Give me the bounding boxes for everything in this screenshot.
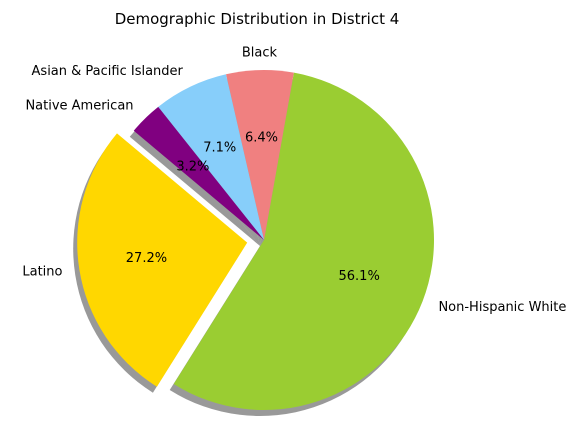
- slice-black: [225, 70, 294, 240]
- slice-percent-non-hispanic-white: 56.1%: [339, 269, 380, 284]
- slice-non-hispanic-white: [173, 72, 434, 410]
- slice-percent-asian-pacific-islander: 7.1%: [203, 141, 236, 156]
- slice-percent-latino: 27.2%: [126, 251, 167, 266]
- slice-label-native-american: Native American: [25, 99, 133, 114]
- slice-latino: [77, 133, 248, 387]
- slice-asian-pacific-islander: [158, 74, 264, 240]
- slice-percent-native-american: 3.2%: [176, 159, 209, 174]
- slice-wedges: [77, 70, 434, 410]
- slice-native-american: [133, 106, 264, 240]
- slice-label-latino: Latino: [22, 264, 62, 279]
- slice-label-non-hispanic-white: Non-Hispanic White: [438, 300, 566, 315]
- slice-percent-black: 6.4%: [245, 131, 278, 146]
- slice-label-asian-pacific-islander: Asian & Pacific Islander: [32, 64, 184, 79]
- slice-label-black: Black: [242, 46, 278, 61]
- slice-labels: Latino 27.2% Non-Hispanic White 56.1% Black 6…: [22, 46, 566, 315]
- chart-title: Demographic Distribution in District 4: [115, 10, 400, 28]
